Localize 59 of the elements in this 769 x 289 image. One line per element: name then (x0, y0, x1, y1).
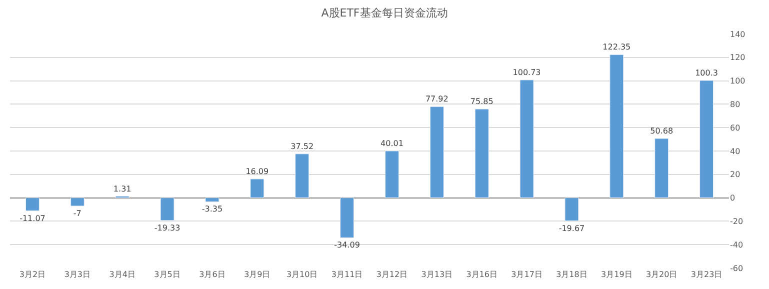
data-label: -19.33 (154, 223, 180, 232)
x-tick-label: 3月3日 (64, 270, 91, 279)
x-tick-label: 3月12日 (376, 270, 408, 279)
data-label: 77.92 (425, 94, 448, 104)
data-label: -19.67 (558, 224, 585, 233)
data-label: 100.73 (512, 68, 541, 77)
y-tick-label: 60 (730, 123, 740, 132)
x-tick-label: 3月18日 (556, 270, 588, 279)
bar (25, 198, 40, 211)
bar (474, 108, 489, 198)
bar (295, 154, 310, 198)
chart-title: A股ETF基金每日资金流动 (321, 6, 448, 20)
bar (610, 54, 624, 198)
x-tick-label: 3月5日 (154, 270, 180, 279)
y-tick-label: 100 (730, 76, 746, 86)
y-tick-label: 120 (730, 53, 746, 62)
x-tick-label: 3月11日 (331, 270, 363, 279)
bar (250, 178, 264, 198)
y-tick-label: -40 (730, 240, 744, 250)
x-tick-label: 3月20日 (646, 270, 678, 279)
data-label: 1.31 (113, 184, 132, 194)
y-tick-label: 20 (730, 170, 740, 180)
bar (160, 198, 174, 221)
data-label: -3.35 (202, 204, 223, 214)
data-label: 100.3 (695, 68, 718, 78)
x-tick-label: 3月23日 (690, 270, 722, 279)
data-label: 122.35 (602, 42, 631, 52)
x-tick-label: 3月9日 (244, 270, 270, 279)
data-label: 75.85 (470, 97, 494, 106)
bar (700, 80, 714, 198)
data-label: -11.07 (20, 214, 46, 223)
bar (70, 198, 84, 206)
data-label: -7 (73, 208, 82, 218)
bar (384, 150, 399, 198)
y-tick-label: 40 (730, 146, 740, 156)
bar (205, 198, 220, 202)
data-label: 16.09 (246, 166, 269, 176)
data-label: -34.09 (334, 240, 360, 250)
y-tick-label: -20 (730, 217, 744, 226)
bar (340, 198, 354, 238)
data-label: 50.68 (650, 126, 674, 136)
bar (654, 138, 669, 198)
x-tick-label: 3月17日 (511, 270, 542, 279)
x-tick-label: 3月10日 (286, 270, 318, 279)
data-label: 40.01 (380, 138, 404, 148)
x-tick-label: 3月16日 (466, 270, 498, 279)
y-tick-label: 140 (730, 30, 746, 39)
bar (564, 198, 579, 222)
x-tick-label: 3月2日 (19, 270, 46, 279)
data-label: 37.52 (290, 142, 314, 151)
bar (520, 80, 534, 198)
x-tick-label: 3月19日 (601, 270, 632, 279)
x-tick-label: 3月4日 (109, 270, 136, 279)
bar (430, 106, 444, 198)
y-tick-label: -60 (730, 264, 744, 273)
y-tick-label: 0 (730, 194, 736, 203)
x-tick-label: 3月13日 (421, 270, 453, 279)
y-tick-label: 80 (730, 100, 740, 109)
x-tick-label: 3月6日 (199, 270, 226, 279)
